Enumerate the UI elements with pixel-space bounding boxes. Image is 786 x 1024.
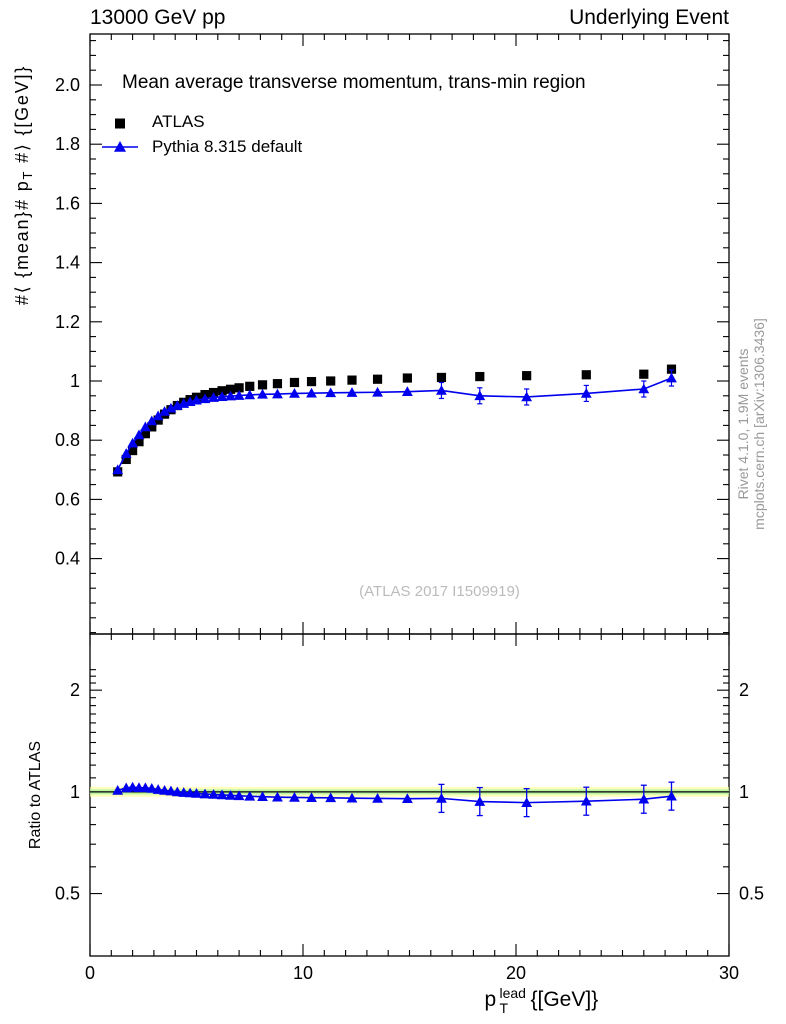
svg-text:2.0: 2.0: [55, 75, 80, 95]
svg-text:0.8: 0.8: [55, 430, 80, 450]
svg-text:ATLAS: ATLAS: [152, 112, 205, 131]
svg-text:#⟨ {mean}# pT #⟩ {[GeV]}: #⟨ {mean}# pT #⟩ {[GeV]}: [12, 65, 35, 305]
svg-text:{[GeV]}: {[GeV]}: [531, 988, 599, 1011]
svg-text:1.6: 1.6: [55, 193, 80, 213]
svg-text:0: 0: [85, 963, 95, 983]
svg-text:lead: lead: [500, 985, 526, 1001]
svg-text:Mean average transverse moment: Mean average transverse momentum, trans-…: [122, 72, 586, 93]
svg-text:mcplots.cern.ch [arXiv:1306.34: mcplots.cern.ch [arXiv:1306.3436]: [751, 318, 767, 530]
svg-text:0.4: 0.4: [55, 549, 80, 569]
svg-text:30: 30: [719, 963, 739, 983]
svg-text:1.4: 1.4: [55, 253, 80, 273]
svg-text:1: 1: [70, 371, 80, 391]
svg-text:p: p: [485, 988, 497, 1011]
svg-text:T: T: [500, 1000, 509, 1016]
svg-text:13000 GeV pp: 13000 GeV pp: [90, 6, 225, 29]
svg-text:10: 10: [293, 963, 313, 983]
svg-text:0.5: 0.5: [739, 884, 764, 904]
svg-text:Pythia 8.315 default: Pythia 8.315 default: [152, 137, 303, 156]
svg-text:Rivet 4.1.0, 1.9M events: Rivet 4.1.0, 1.9M events: [735, 349, 751, 500]
svg-text:1: 1: [739, 782, 749, 802]
svg-text:1: 1: [70, 782, 80, 802]
svg-text:0.5: 0.5: [55, 884, 80, 904]
svg-text:Ratio to ATLAS: Ratio to ATLAS: [27, 741, 44, 849]
svg-text:2: 2: [70, 680, 80, 700]
svg-text:0.6: 0.6: [55, 489, 80, 509]
svg-text:Underlying Event: Underlying Event: [569, 6, 729, 29]
svg-text:(ATLAS 2017 I1509919): (ATLAS 2017 I1509919): [359, 583, 520, 600]
svg-text:1.2: 1.2: [55, 312, 80, 332]
svg-text:1.8: 1.8: [55, 134, 80, 154]
svg-text:2: 2: [739, 680, 749, 700]
svg-text:20: 20: [506, 963, 526, 983]
